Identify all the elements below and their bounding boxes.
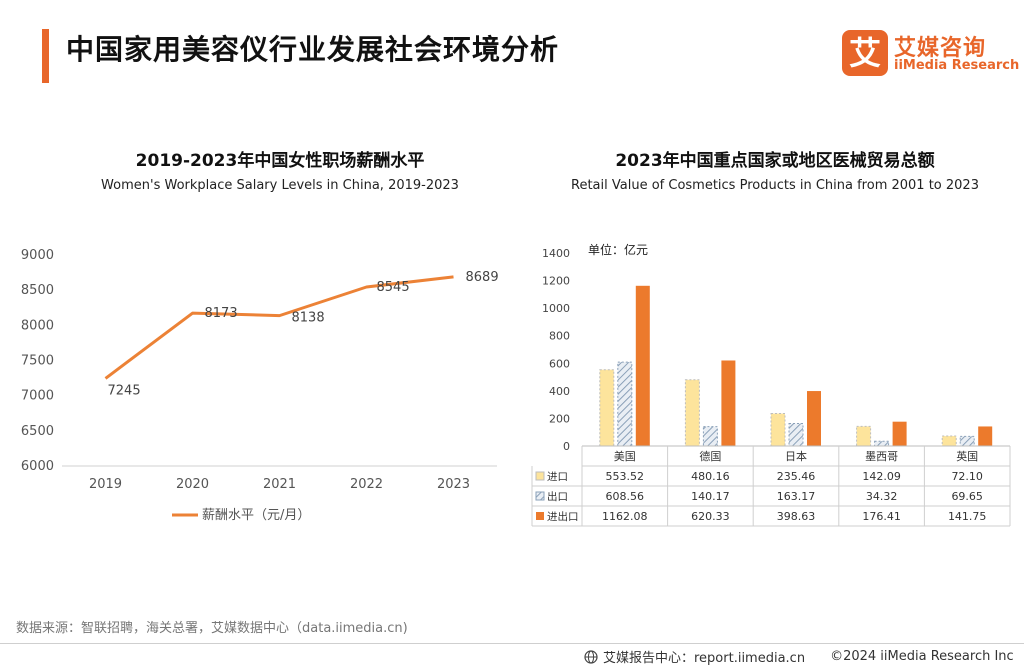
y-tick-label: 7500 (21, 354, 54, 369)
legend-swatch (535, 491, 545, 501)
y-tick-label: 1000 (542, 302, 570, 315)
bar-进出口 (721, 360, 736, 446)
bar-进口 (684, 379, 700, 447)
table-value: 69.65 (951, 490, 983, 503)
series-name: 进出口 (547, 510, 579, 523)
table-value: 1162.08 (602, 510, 648, 523)
table-value: 72.10 (951, 470, 983, 483)
table-value: 608.56 (606, 490, 645, 503)
unit-label: 单位：亿元 (588, 242, 648, 257)
table-value: 140.17 (691, 490, 730, 503)
salary-line-chart: 6000 6500 7000 7500 8000 8500 9000 2019 2020 2021… (21, 248, 499, 523)
page-title: 中国家用美容仪行业发展社会环境分析 (66, 33, 560, 66)
table-value: 141.75 (948, 510, 987, 523)
salary-data-label: 7245 (108, 383, 141, 398)
table-value: 620.33 (691, 510, 730, 523)
series-name: 出口 (547, 490, 568, 503)
y-tick-label: 8000 (21, 318, 54, 333)
trade-bar-chart: 单位：亿元 0 200 400 600 800 1000 1200 1400 美国 德国 日本 墨西哥 英… (531, 242, 1011, 527)
category-label: 墨西哥 (865, 450, 898, 463)
bar-出口 (617, 361, 633, 447)
y-tick-label: 9000 (21, 248, 54, 263)
salary-series-line (104, 275, 454, 380)
y-tick-label: 6500 (21, 424, 54, 439)
y-tick-label: 600 (549, 357, 570, 370)
x-tick-label: 2019 (89, 477, 122, 492)
globe-icon (584, 649, 598, 664)
logo-mark: 艾 (842, 30, 888, 76)
table-value: 398.63 (777, 510, 816, 523)
x-tick-label: 2022 (350, 477, 383, 492)
table-value: 34.32 (866, 490, 898, 503)
y-tick-label: 8500 (21, 283, 54, 298)
bar-出口 (788, 423, 804, 447)
salary-data-label: 8138 (292, 311, 325, 326)
legend-swatch (536, 512, 544, 520)
category-label: 德国 (699, 449, 721, 463)
table-value: 176.41 (862, 510, 901, 523)
y-tick-label: 800 (549, 330, 570, 343)
bar-进口 (941, 435, 957, 447)
category-label: 英国 (956, 449, 978, 463)
bar-进口 (856, 425, 872, 447)
footer-divider (0, 643, 1024, 644)
bar-出口 (702, 426, 718, 447)
bar-出口 (874, 440, 890, 447)
y-tick-label: 1400 (542, 247, 570, 260)
salary-chart-title: 2019-2023年中国女性职场薪酬水平 (135, 151, 425, 171)
bar-进出口 (978, 426, 993, 446)
y-tick-label: 0 (563, 440, 570, 453)
footer-copyright: ©2024 iiMedia Research Inc (830, 649, 1014, 664)
bar-进出口 (892, 421, 907, 446)
y-tick-label: 6000 (21, 459, 54, 474)
table-value: 142.09 (862, 470, 901, 483)
category-label: 日本 (785, 449, 807, 463)
title-accent-bar (42, 29, 49, 83)
x-tick-label: 2020 (176, 477, 209, 492)
trade-chart-title: 2023年中国重点国家或地区医械贸易总额 (615, 151, 935, 171)
bar-进口 (770, 413, 786, 447)
footer: 艾媒报告中心：report.iimedia.cn ©2024 iiMedia R… (584, 647, 1014, 666)
salary-data-label: 8545 (377, 280, 410, 295)
table-value: 163.17 (777, 490, 816, 503)
legend-label: 薪酬水平（元/月） (202, 508, 310, 523)
trade-chart-subtitle: Retail Value of Cosmetics Products in Ch… (571, 178, 979, 193)
table-value: 480.16 (691, 470, 730, 483)
bar-进出口 (807, 391, 821, 446)
series-name: 进口 (547, 471, 568, 483)
bar-进口 (599, 369, 615, 447)
footer-report-center: 艾媒报告中心：report.iimedia.cn (603, 651, 806, 666)
bar-出口 (959, 435, 975, 447)
salary-data-label: 8689 (466, 270, 499, 285)
salary-chart-subtitle: Women's Workplace Salary Levels in China… (101, 178, 459, 193)
x-tick-label: 2021 (263, 477, 296, 492)
salary-data-label: 8173 (205, 306, 238, 321)
x-tick-label: 2023 (437, 477, 470, 492)
logo-name-cn: 艾媒咨询 (894, 36, 987, 61)
y-tick-label: 200 (549, 412, 570, 425)
y-tick-label: 7000 (21, 389, 54, 404)
y-tick-label: 400 (549, 385, 570, 398)
table-value: 235.46 (777, 470, 816, 483)
y-tick-label: 1200 (542, 275, 570, 288)
bar-进出口 (635, 285, 650, 446)
category-label: 美国 (614, 450, 636, 463)
data-source: 数据来源：智联招聘，海关总署，艾媒数据中心（data.iimedia.cn) (16, 621, 408, 636)
legend-swatch (535, 471, 545, 481)
logo-name-en: iiMedia Research (894, 58, 1020, 73)
table-value: 553.52 (606, 470, 645, 483)
